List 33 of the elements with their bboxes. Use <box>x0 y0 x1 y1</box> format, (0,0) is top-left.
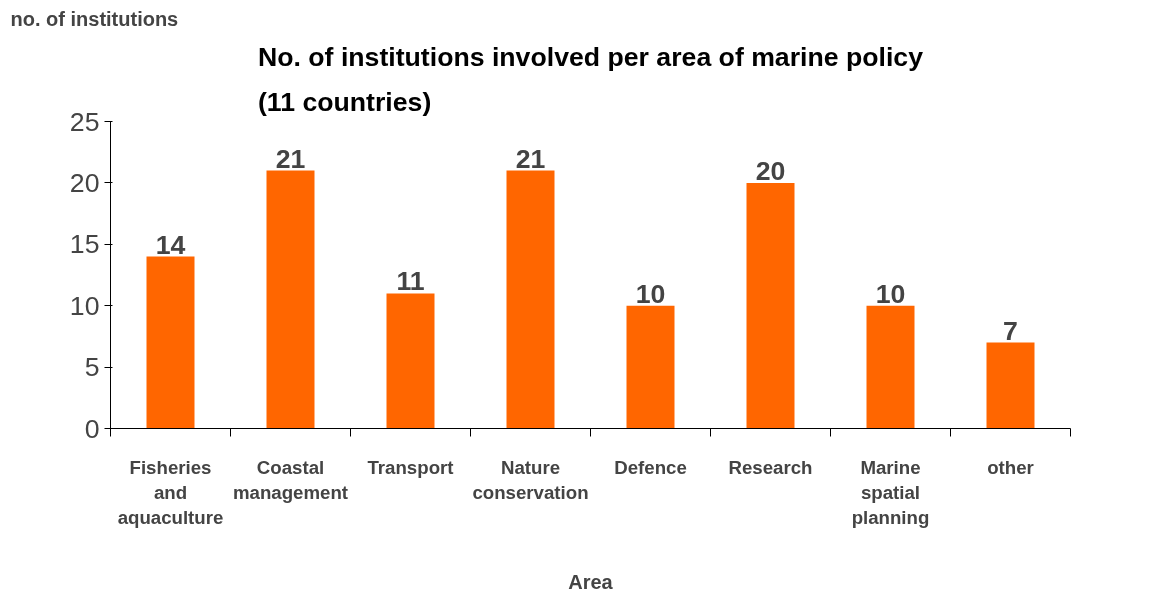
data-label: 10 <box>875 278 906 309</box>
y-tick-label: 10 <box>69 290 100 321</box>
y-tick-label: 5 <box>84 352 100 383</box>
data-label: 20 <box>755 155 786 186</box>
data-label: 10 <box>635 278 666 309</box>
bar <box>266 170 315 429</box>
x-tick-label: Research <box>728 456 813 478</box>
bar <box>386 293 435 429</box>
y-tick-label: 20 <box>69 167 100 198</box>
chart-title: No. of institutions involved per area of marine policy (11 countries) <box>257 41 924 117</box>
bar <box>746 182 795 429</box>
y-axis-title: no. of institutions <box>10 7 179 30</box>
x-tick-label: Coastal management <box>232 456 349 503</box>
data-label: 21 <box>515 143 546 174</box>
bar <box>626 305 675 429</box>
data-label: 21 <box>275 143 306 174</box>
y-tick-label: 0 <box>84 413 100 444</box>
data-label: 7 <box>1003 315 1018 346</box>
bar <box>866 305 915 429</box>
x-tick-label: Fisheries and aquaculture <box>117 456 224 528</box>
data-label: 14 <box>155 229 186 260</box>
bar <box>506 170 555 429</box>
y-tick-label: 15 <box>69 229 100 260</box>
data-label: 11 <box>396 266 425 297</box>
y-tick-label: 25 <box>69 106 100 137</box>
x-tick-label: Marine spatial planning <box>851 456 930 528</box>
x-tick-label: Transport <box>367 456 454 478</box>
x-axis-title: Area <box>568 570 614 593</box>
bar <box>986 342 1035 429</box>
x-tick-label: other <box>987 456 1034 478</box>
x-tick-label: Nature conservation <box>472 456 589 503</box>
bar <box>146 256 195 429</box>
x-tick-label: Defence <box>614 456 687 478</box>
